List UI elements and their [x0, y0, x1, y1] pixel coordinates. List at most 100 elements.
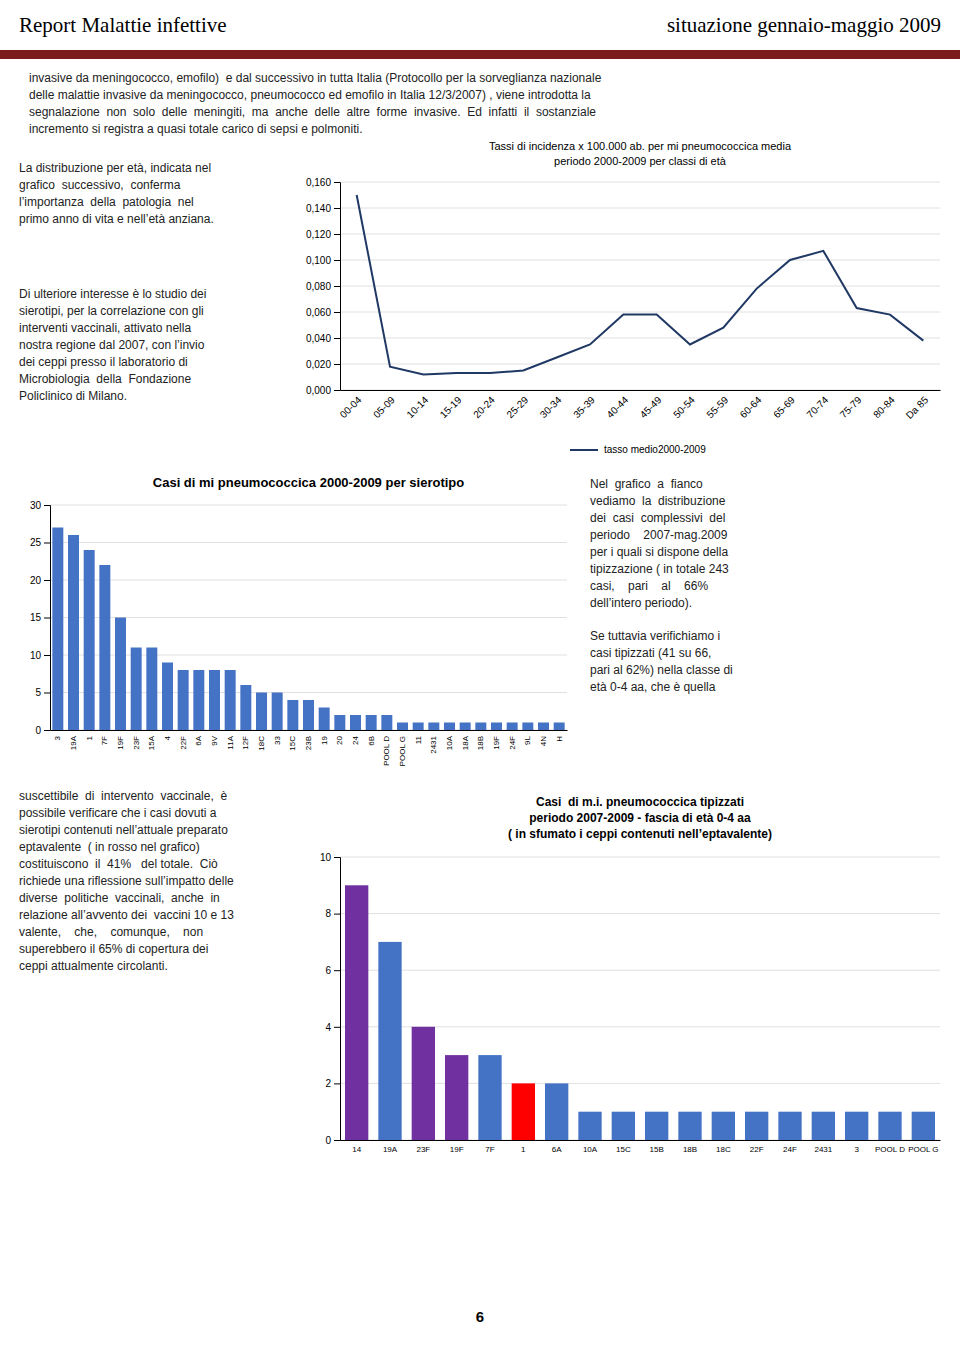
tick-label: 6B	[367, 736, 376, 746]
tick: 18B	[476, 736, 485, 750]
bar	[272, 693, 283, 731]
tick-label: 0,060	[306, 307, 331, 318]
tick-label: 18A	[461, 735, 470, 750]
page: Report Malattie infettivesituazione genn…	[0, 0, 960, 1361]
text-line: sierotipi, per la correlazione con gli	[19, 304, 204, 318]
text-line: ceppi attualmente circolanti.	[19, 959, 168, 973]
tick-label: 80-84	[871, 394, 897, 420]
bar	[478, 1055, 501, 1140]
tick: 75-79	[838, 394, 864, 420]
text-line: dei ceppi presso il laboratorio di	[19, 355, 188, 369]
tick: 22F	[179, 736, 188, 750]
tick-label: 3	[854, 1145, 859, 1154]
tick-label: 35-39	[571, 394, 597, 420]
tick-label: 24F	[508, 736, 517, 750]
tick: 23F	[416, 1145, 430, 1154]
tick-label: 19F	[116, 736, 125, 750]
tick: 15B	[650, 1145, 664, 1154]
tick-label: 18B	[476, 736, 485, 750]
tick: 7F	[485, 1145, 494, 1154]
bar	[68, 535, 79, 730]
title-line: periodo 2000-2009 per classi di età	[554, 155, 727, 167]
tick: 19F	[492, 736, 501, 750]
bar	[412, 1027, 435, 1140]
tick-label: 6A	[194, 735, 203, 745]
tick-label: 0,120	[306, 229, 331, 240]
text-line: Di ulteriore interesse è lo studio dei	[19, 287, 206, 301]
tick: 45-49	[638, 394, 664, 420]
bar	[178, 670, 189, 730]
tick: 0,020	[306, 359, 340, 370]
tick-label: 0,140	[306, 203, 331, 214]
tick: 19F	[116, 736, 125, 750]
grid-line	[50, 580, 567, 581]
text-line: invasive da meningococco, emofilo) e dal…	[29, 71, 602, 85]
grid-line	[340, 390, 940, 391]
tick-mark	[44, 730, 50, 731]
tick: POOL G	[908, 1145, 938, 1154]
paragraph: invasive da meningococco, emofilo) e dal…	[29, 71, 602, 136]
tick: 20	[30, 575, 50, 586]
tick: 24	[351, 735, 360, 744]
bar	[193, 670, 204, 730]
tick: 0	[35, 725, 50, 736]
tick-mark	[334, 970, 340, 971]
tick: 55-59	[704, 394, 730, 420]
tick: 15	[30, 612, 50, 623]
tick: 15C	[616, 1145, 631, 1154]
tick: 40-44	[604, 394, 630, 420]
text-line: La distribuzione per età, indicata nel	[19, 161, 211, 175]
tick-label: 7F	[100, 736, 109, 745]
tick-mark	[334, 182, 340, 183]
bar	[512, 1083, 535, 1140]
tick: 23F	[132, 736, 141, 750]
tick: 10	[320, 852, 340, 863]
bar	[334, 715, 345, 730]
bar	[578, 1112, 601, 1140]
tick: 0,120	[306, 229, 340, 240]
tick: 20-24	[471, 394, 497, 420]
tick: 4	[163, 735, 172, 740]
text-line: relazione all’avvento dei vaccini 10 e 1…	[19, 908, 234, 922]
axis-line	[334, 183, 341, 391]
legend: tasso medio2000-2009	[570, 444, 706, 455]
bar	[912, 1112, 935, 1140]
title-line: ( in sfumato i ceppi contenuti nell’epta…	[508, 827, 772, 841]
tick: 25-29	[504, 394, 530, 420]
tick: 11A	[226, 735, 235, 749]
tick: 3	[53, 735, 62, 740]
bar	[460, 723, 471, 731]
tick-label: 24F	[783, 1145, 797, 1154]
bar	[812, 1112, 835, 1140]
title-line: Casi di m.i. pneumococcica tipizzati	[536, 795, 744, 809]
tick-mark	[44, 505, 50, 506]
tick-mark	[334, 390, 340, 391]
x-axis: 00-0405-0910-1415-1920-2425-2930-3435-39…	[338, 391, 941, 421]
tick: 6	[325, 965, 340, 976]
bar	[319, 708, 330, 731]
tick-label: 18C	[716, 1145, 731, 1154]
tick-label: 19A	[69, 735, 78, 750]
tick: 0	[325, 1135, 340, 1146]
tick: 25	[30, 537, 50, 548]
tick: 15C	[288, 736, 297, 751]
x-axis: 1419A23F19F7F16A10A15C15B18B18C22F24F243…	[341, 1141, 941, 1154]
tick-label: 15C	[616, 1145, 631, 1154]
text-line: casi tipizzati (41 su 66,	[590, 646, 711, 660]
tick-label: 2431	[429, 735, 438, 753]
tick-label: 4N	[539, 736, 548, 746]
tick-label: 0,040	[306, 333, 331, 344]
tick: 1	[521, 1145, 526, 1154]
tick-mark	[44, 618, 50, 619]
legend-item: tasso medio2000-2009	[570, 444, 706, 455]
bar	[878, 1112, 901, 1140]
tick: POOL G	[398, 736, 407, 766]
tick: 11	[414, 735, 423, 744]
bar	[475, 723, 486, 731]
bar	[99, 565, 110, 730]
tick-label: 11A	[226, 735, 235, 749]
tick-label: 0	[35, 725, 41, 736]
grid-line	[340, 286, 940, 287]
tick-label: 0,020	[306, 359, 331, 370]
tick-label: 14	[352, 1145, 361, 1154]
